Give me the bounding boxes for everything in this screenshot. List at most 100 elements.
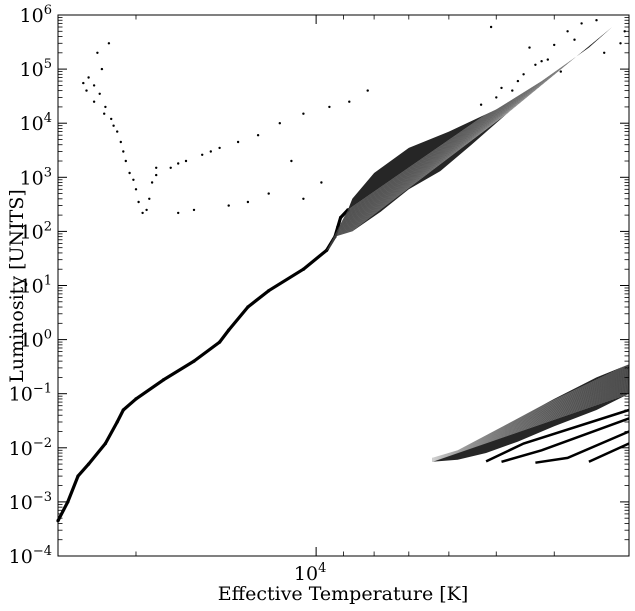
band-texture-line	[329, 100, 523, 245]
data-point	[522, 73, 525, 76]
band-texture-line	[343, 42, 593, 218]
band-texture-line	[336, 74, 554, 233]
data-point	[246, 305, 250, 309]
band-texture-line	[432, 366, 630, 459]
band-texture-line	[432, 381, 630, 461]
data-point	[85, 89, 88, 92]
y-tick-label: 102	[20, 219, 52, 243]
band-texture-line	[346, 33, 605, 214]
data-point	[137, 200, 140, 204]
data-point	[192, 208, 196, 212]
data-point	[227, 328, 231, 332]
data-point	[302, 112, 305, 115]
y-tick-label: 10−4	[9, 544, 52, 568]
band-texture-line	[432, 390, 630, 462]
data-point	[546, 58, 549, 61]
band-texture-line	[339, 62, 570, 227]
band-texture-line	[342, 49, 586, 221]
data-point	[236, 140, 240, 144]
band-texture-line	[432, 373, 630, 460]
data-point	[150, 181, 154, 184]
series-red-giant-clump	[82, 42, 158, 215]
y-tick-labels: 106 105 104 103 102 101 100 10−1 10−2 10−3 10−4	[9, 3, 52, 568]
data-point	[87, 76, 90, 79]
band-texture-line	[341, 52, 582, 222]
data-point	[107, 42, 111, 45]
data-point	[603, 51, 606, 54]
data-point	[267, 289, 271, 293]
band-texture-line	[432, 379, 630, 461]
data-point	[573, 38, 576, 41]
data-point	[328, 105, 331, 109]
band-texture-line	[326, 113, 507, 251]
data-marks	[56, 19, 630, 523]
band-texture-line	[343, 46, 589, 219]
series-main-sequence	[56, 208, 350, 523]
data-point	[100, 67, 104, 71]
series-white-dwarf-tracks	[485, 408, 630, 464]
band-texture-line	[337, 68, 562, 230]
data-point	[134, 397, 138, 401]
band-texture-line	[432, 389, 630, 462]
band-texture-line	[339, 58, 574, 225]
band-texture-line	[330, 97, 527, 243]
data-point	[104, 105, 107, 109]
data-point	[148, 197, 151, 200]
data-point	[121, 408, 125, 412]
band-texture-line	[432, 386, 630, 462]
band-texture-line	[432, 376, 630, 460]
band-texture-line	[333, 84, 543, 237]
y-tick-label: 10−3	[9, 490, 52, 514]
data-point	[92, 84, 96, 87]
band-texture-line	[346, 30, 609, 212]
data-point	[540, 60, 543, 63]
data-point	[110, 117, 113, 121]
data-point	[92, 100, 96, 103]
data-point	[177, 211, 180, 215]
data-point	[132, 178, 135, 181]
band-texture-line	[340, 55, 578, 224]
plot-frame	[57, 14, 630, 557]
band-texture-line	[432, 392, 630, 462]
y-tick-label: 101	[20, 274, 52, 298]
x-axis-label: Effective Temperature [K]	[218, 583, 469, 605]
band-texture-line	[432, 385, 630, 462]
y-tick-label: 10−2	[9, 436, 52, 460]
band-texture-line	[344, 39, 597, 217]
data-point	[122, 150, 125, 153]
data-point	[192, 359, 196, 363]
data-point	[619, 42, 622, 45]
y-tick-label: 103	[20, 165, 52, 189]
band-texture-line	[432, 370, 630, 459]
data-point	[184, 159, 188, 163]
data-point	[96, 51, 99, 54]
series-high-luminosity-scatter	[479, 19, 626, 106]
band-texture-line	[332, 87, 539, 239]
data-point	[566, 30, 569, 33]
band-texture-line	[432, 367, 630, 459]
data-point	[278, 122, 281, 125]
band-texture-line	[328, 103, 519, 246]
band-texture-line	[347, 26, 613, 211]
data-point	[98, 92, 101, 96]
track-line	[501, 417, 630, 464]
data-point	[246, 200, 250, 204]
data-point	[267, 192, 270, 195]
data-point	[76, 474, 80, 478]
data-point	[553, 43, 556, 47]
band-texture-line	[432, 371, 630, 460]
data-point	[366, 89, 369, 92]
band-texture-line	[338, 65, 566, 228]
data-point	[218, 146, 221, 150]
data-point	[495, 96, 498, 99]
data-point	[580, 22, 583, 25]
data-point	[161, 378, 165, 382]
band-texture-line	[432, 377, 630, 460]
band-texture-line	[328, 107, 515, 248]
data-point	[103, 112, 106, 115]
band-texture-line	[336, 71, 558, 231]
data-point	[595, 19, 598, 22]
data-point	[116, 130, 119, 133]
data-point	[155, 173, 158, 177]
